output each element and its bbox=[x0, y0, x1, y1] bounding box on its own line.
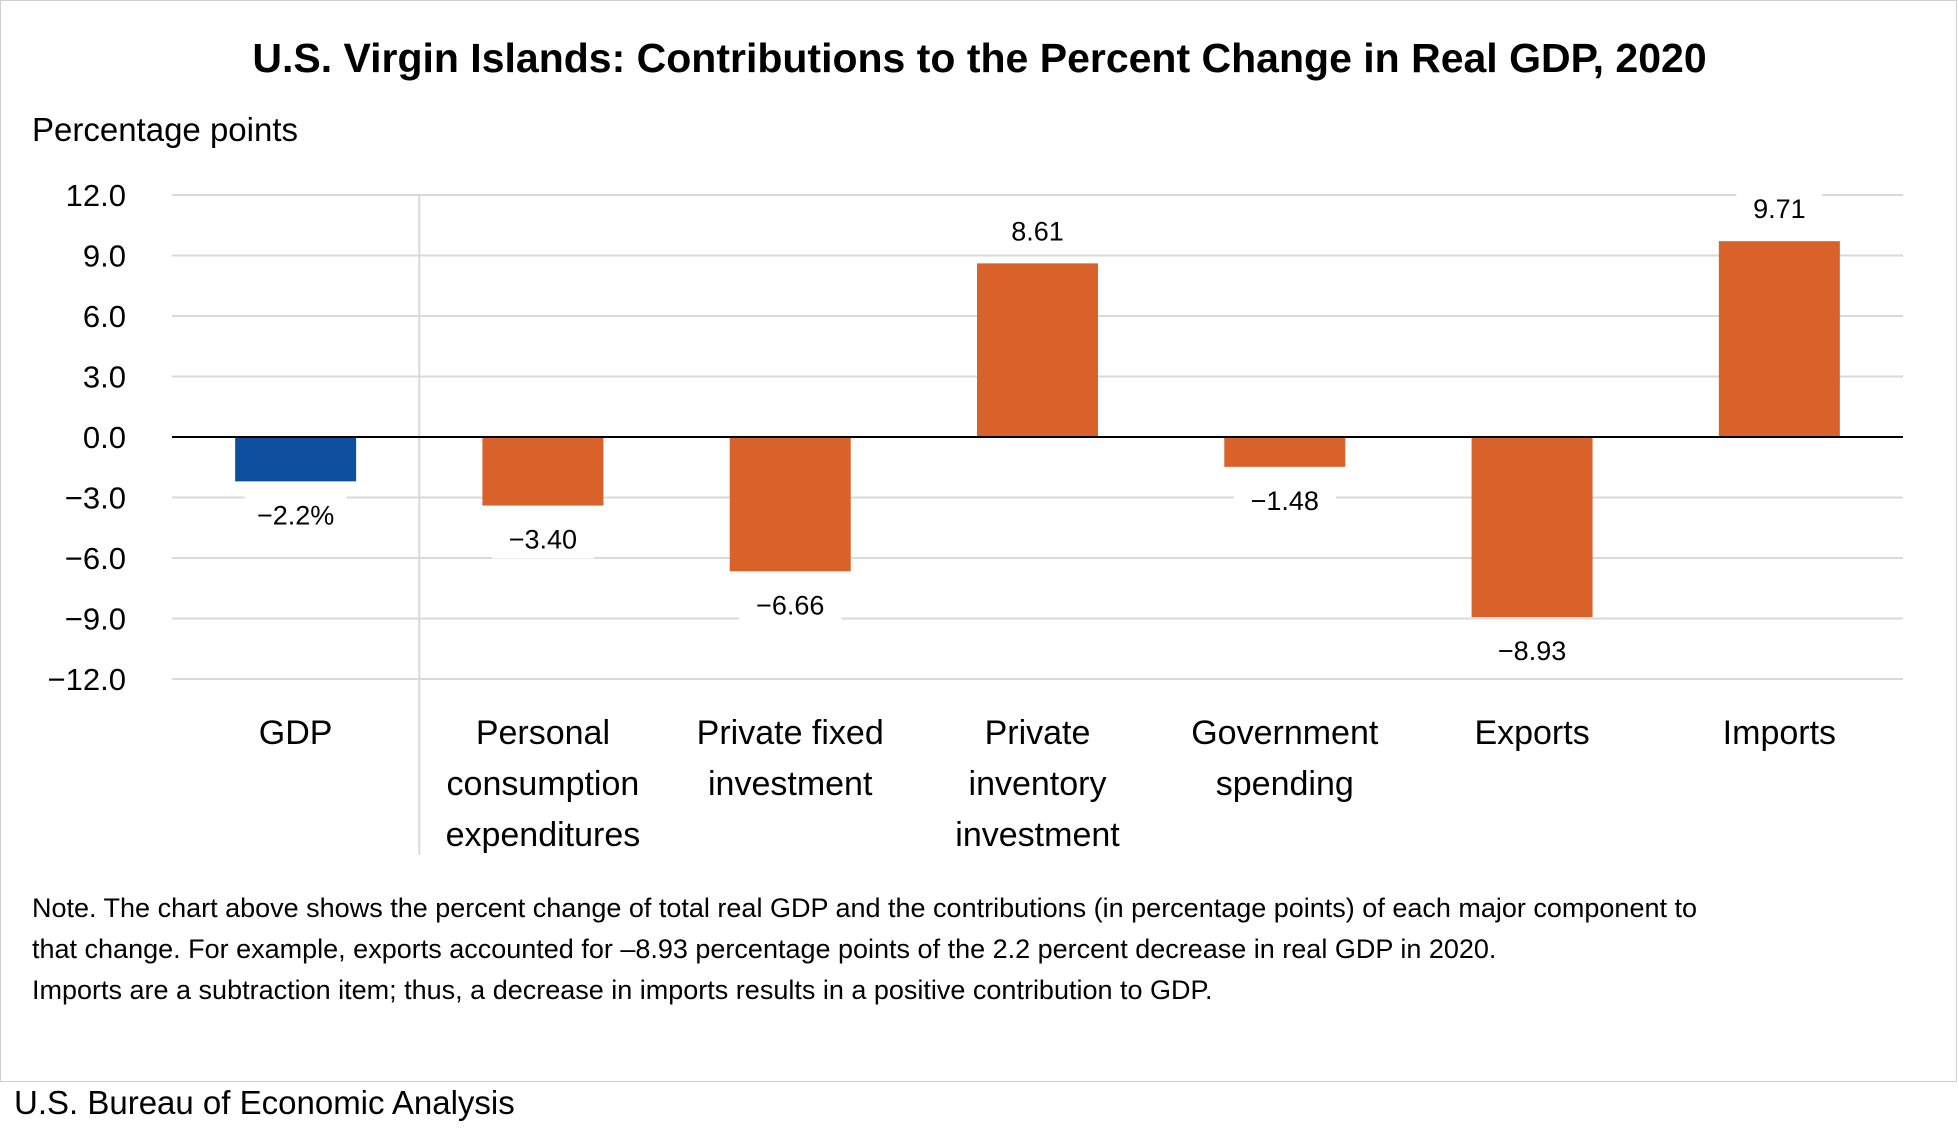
data-label-bg bbox=[994, 210, 1081, 251]
chart: U.S. Virgin Islands: Contributions to th… bbox=[32, 35, 1903, 855]
y-tick-label: 0.0 bbox=[83, 420, 126, 455]
data-label-bg bbox=[1736, 188, 1823, 229]
bar bbox=[1718, 241, 1840, 437]
data-label-bg bbox=[244, 494, 347, 535]
chart-frame bbox=[0, 0, 1957, 1082]
chart-note: Note. The chart above shows the percent … bbox=[32, 888, 1932, 1011]
x-tick-label: spending bbox=[1216, 765, 1354, 803]
y-axis-title: Percentage points bbox=[32, 111, 298, 148]
x-tick-label: GDP bbox=[259, 714, 333, 752]
data-label-bg bbox=[491, 518, 594, 559]
x-tick-label: Private fixed bbox=[697, 714, 884, 752]
data-label-bg bbox=[1481, 630, 1584, 671]
bar bbox=[482, 437, 604, 506]
note-line-1: Note. The chart above shows the percent … bbox=[32, 893, 1697, 923]
data-label: −6.66 bbox=[756, 590, 824, 620]
bar bbox=[235, 437, 357, 482]
bar bbox=[1224, 437, 1346, 467]
note-line-3: Imports are a subtraction item; thus, a … bbox=[32, 975, 1213, 1005]
x-tick-label: Personal bbox=[476, 714, 610, 752]
bar bbox=[977, 263, 1098, 437]
x-tick-label: Exports bbox=[1474, 714, 1589, 752]
y-tick-label: 9.0 bbox=[83, 239, 126, 274]
data-label: −2.2% bbox=[257, 500, 334, 530]
source-credit: U.S. Bureau of Economic Analysis bbox=[14, 1084, 515, 1121]
data-label-bg bbox=[739, 584, 842, 625]
data-label: −8.93 bbox=[1498, 636, 1566, 666]
x-tick-label: inventory bbox=[969, 765, 1107, 803]
y-tick-label: 6.0 bbox=[83, 299, 126, 334]
note-line-2: that change. For example, exports accoun… bbox=[32, 934, 1497, 964]
data-label: 8.61 bbox=[1011, 216, 1064, 246]
data-label: 9.71 bbox=[1753, 194, 1806, 224]
x-tick-label: Imports bbox=[1723, 714, 1836, 752]
y-tick-label: 3.0 bbox=[83, 360, 126, 395]
x-tick-label: Private bbox=[985, 714, 1091, 752]
bar bbox=[729, 437, 851, 572]
y-tick-label: 12.0 bbox=[66, 178, 126, 213]
y-tick-label: −12.0 bbox=[48, 662, 126, 697]
chart-title: U.S. Virgin Islands: Contributions to th… bbox=[252, 35, 1706, 81]
y-tick-label: −9.0 bbox=[65, 602, 126, 637]
data-label: −3.40 bbox=[509, 525, 577, 555]
x-tick-label: expenditures bbox=[446, 816, 641, 854]
data-label: −1.48 bbox=[1251, 486, 1319, 516]
x-tick-label: investment bbox=[708, 765, 873, 803]
y-tick-label: −3.0 bbox=[65, 481, 126, 516]
data-label-bg bbox=[1233, 479, 1336, 520]
y-tick-label: −6.0 bbox=[65, 541, 126, 576]
x-tick-label: investment bbox=[955, 816, 1120, 854]
x-tick-label: Government bbox=[1191, 714, 1379, 752]
bar bbox=[1471, 437, 1593, 618]
x-tick-label: consumption bbox=[447, 765, 640, 803]
